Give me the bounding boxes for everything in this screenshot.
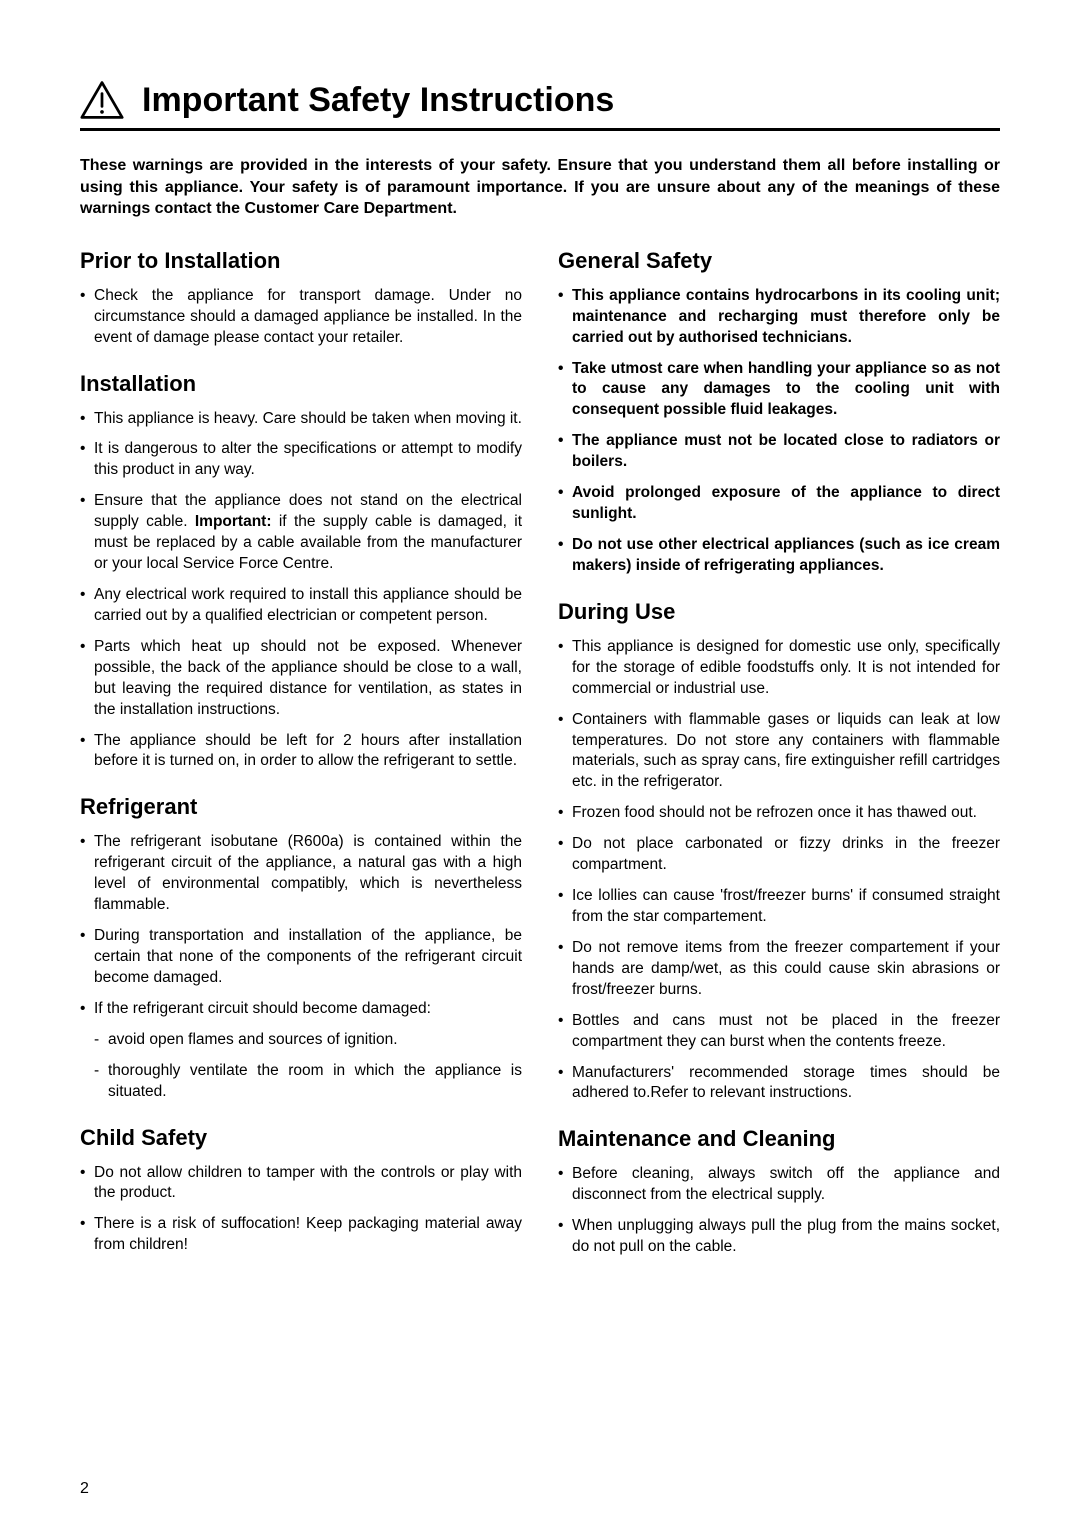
list-item: It is dangerous to alter the specificati… — [80, 439, 522, 481]
list-item: This appliance is designed for domestic … — [558, 637, 1000, 700]
columns: Prior to Installation Check the applianc… — [80, 248, 1000, 1268]
section-list: This appliance is heavy. Care should be … — [80, 409, 522, 773]
list-item: Do not allow children to tamper with the… — [80, 1163, 522, 1205]
list-item: Do not place carbonated or fizzy drinks … — [558, 834, 1000, 876]
section-heading: During Use — [558, 599, 1000, 625]
right-column: General Safety This appliance contains h… — [558, 248, 1000, 1268]
list-item: Containers with flammable gases or liqui… — [558, 710, 1000, 794]
intro-text: These warnings are provided in the inter… — [80, 155, 1000, 220]
warning-triangle-icon — [80, 80, 124, 120]
list-item: Ensure that the appliance does not stand… — [80, 491, 522, 575]
list-item: This appliance contains hydrocarbons in … — [558, 286, 1000, 349]
list-item: Parts which heat up should not be expose… — [80, 637, 522, 721]
list-item: The appliance must not be located close … — [558, 431, 1000, 473]
sub-list-item: avoid open flames and sources of ignitio… — [80, 1030, 522, 1051]
list-item: This appliance is heavy. Care should be … — [80, 409, 522, 430]
list-item: Take utmost care when handling your appl… — [558, 359, 1000, 422]
list-item: The appliance should be left for 2 hours… — [80, 731, 522, 773]
section-heading: Maintenance and Cleaning — [558, 1126, 1000, 1152]
section-heading: Prior to Installation — [80, 248, 522, 274]
section-list: This appliance is designed for domestic … — [558, 637, 1000, 1105]
list-item: There is a risk of suffocation! Keep pac… — [80, 1214, 522, 1256]
section-heading: General Safety — [558, 248, 1000, 274]
list-item: If the refrigerant circuit should become… — [80, 999, 522, 1020]
list-item: Bottles and cans must not be placed in t… — [558, 1011, 1000, 1053]
list-item: Do not remove items from the freezer com… — [558, 938, 1000, 1001]
list-item: Do not use other electrical appliances (… — [558, 535, 1000, 577]
list-item: Any electrical work required to install … — [80, 585, 522, 627]
section-heading: Child Safety — [80, 1125, 522, 1151]
page-number: 2 — [80, 1480, 89, 1498]
list-item: Manufacturers' recommended storage times… — [558, 1063, 1000, 1105]
list-item: Ice lollies can cause 'frost/freezer bur… — [558, 886, 1000, 928]
page-title: Important Safety Instructions — [142, 81, 614, 120]
important-label: Important: — [195, 513, 272, 530]
left-column: Prior to Installation Check the applianc… — [80, 248, 522, 1268]
list-item: Before cleaning, always switch off the a… — [558, 1164, 1000, 1206]
section-list: The refrigerant isobutane (R600a) is con… — [80, 832, 522, 1102]
list-item: When unplugging always pull the plug fro… — [558, 1216, 1000, 1258]
title-row: Important Safety Instructions — [80, 80, 1000, 131]
list-item: Avoid prolonged exposure of the applianc… — [558, 483, 1000, 525]
section-heading: Installation — [80, 371, 522, 397]
section-list: Check the appliance for transport damage… — [80, 286, 522, 349]
list-item: During transportation and installation o… — [80, 926, 522, 989]
section-list: Do not allow children to tamper with the… — [80, 1163, 522, 1257]
list-item: Frozen food should not be refrozen once … — [558, 803, 1000, 824]
list-item: The refrigerant isobutane (R600a) is con… — [80, 832, 522, 916]
section-list: This appliance contains hydrocarbons in … — [558, 286, 1000, 577]
section-list: Before cleaning, always switch off the a… — [558, 1164, 1000, 1258]
list-item: Check the appliance for transport damage… — [80, 286, 522, 349]
sub-list-item: thoroughly ventilate the room in which t… — [80, 1061, 522, 1103]
section-heading: Refrigerant — [80, 794, 522, 820]
